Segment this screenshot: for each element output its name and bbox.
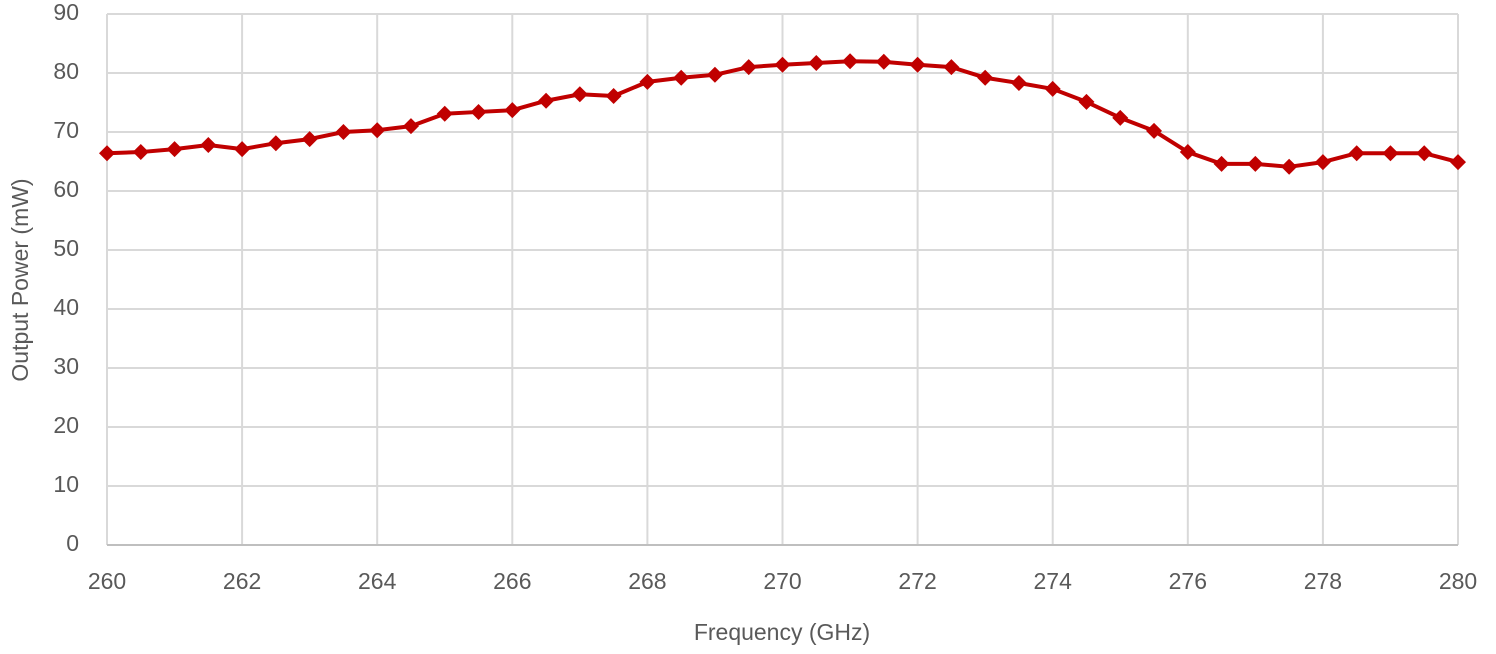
data-point xyxy=(1146,122,1163,139)
data-point xyxy=(1314,154,1331,171)
x-tick-label: 268 xyxy=(628,568,666,594)
y-tick-label: 0 xyxy=(66,530,79,556)
x-tick-label: 280 xyxy=(1439,568,1477,594)
data-point xyxy=(301,131,318,148)
x-tick-label: 274 xyxy=(1034,568,1073,594)
x-tick-label: 270 xyxy=(763,568,801,594)
data-point xyxy=(1247,155,1264,172)
data-point xyxy=(335,124,352,140)
y-tick-label: 10 xyxy=(53,471,79,497)
data-point xyxy=(1010,75,1027,92)
data-point xyxy=(977,69,994,86)
y-axis-label: Output Power (mW) xyxy=(7,178,33,381)
data-point xyxy=(402,118,419,135)
data-point xyxy=(470,103,487,120)
data-point xyxy=(504,102,521,119)
y-tick-label: 20 xyxy=(53,412,79,438)
data-point xyxy=(234,141,251,158)
data-point xyxy=(1044,80,1061,97)
data-point xyxy=(1450,154,1466,171)
data-point xyxy=(200,136,217,153)
data-point xyxy=(909,56,926,73)
data-point xyxy=(571,86,588,103)
data-point xyxy=(673,69,690,86)
data-point xyxy=(436,105,453,122)
data-point xyxy=(605,88,622,105)
x-tick-label: 266 xyxy=(493,568,531,594)
data-point xyxy=(369,122,386,139)
data-point xyxy=(1213,155,1230,172)
data-point xyxy=(1112,109,1129,126)
data-point xyxy=(774,56,791,73)
data-point xyxy=(267,135,284,152)
x-tick-label: 272 xyxy=(898,568,936,594)
data-point xyxy=(1281,158,1298,175)
data-point xyxy=(1348,145,1365,162)
x-tick-label: 260 xyxy=(88,568,126,594)
x-tick-label: 276 xyxy=(1169,568,1207,594)
y-tick-label: 90 xyxy=(53,0,79,25)
y-tick-label: 80 xyxy=(53,58,79,84)
data-point xyxy=(706,66,723,83)
y-tick-label: 40 xyxy=(53,294,79,320)
data-point xyxy=(740,59,757,76)
y-tick-label: 70 xyxy=(53,117,79,143)
y-tick-label: 60 xyxy=(53,176,79,202)
x-axis-label: Frequency (GHz) xyxy=(694,619,870,645)
data-point xyxy=(1078,93,1095,110)
x-tick-label: 264 xyxy=(358,568,397,594)
data-point xyxy=(132,144,149,161)
data-point xyxy=(943,59,960,76)
data-point xyxy=(842,53,859,70)
x-tick-label: 262 xyxy=(223,568,261,594)
data-point xyxy=(99,145,115,162)
data-point xyxy=(875,53,892,70)
data-point xyxy=(166,141,183,158)
y-tick-label: 50 xyxy=(53,235,79,261)
data-point xyxy=(1382,145,1399,162)
data-point xyxy=(538,92,555,109)
y-tick-label: 30 xyxy=(53,353,79,379)
x-tick-label: 278 xyxy=(1304,568,1342,594)
data-point xyxy=(1179,144,1196,161)
data-point xyxy=(639,73,656,90)
data-point xyxy=(1416,145,1433,162)
data-point xyxy=(808,54,825,71)
